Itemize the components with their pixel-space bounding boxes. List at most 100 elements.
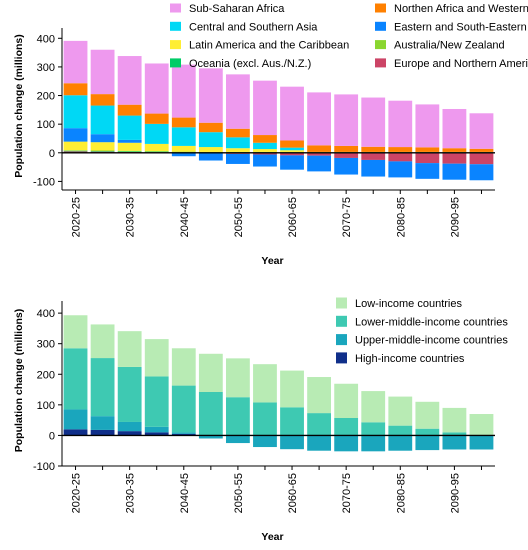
bar-upper-middle-income-countries-2065-70 (307, 435, 332, 451)
bar-low-income-countries-2030-35 (117, 331, 142, 367)
bar-lower-middle-income-countries-2030-35 (117, 366, 142, 422)
x-tick-label: 2070-75 (341, 473, 353, 513)
bar-sub-saharan-africa-2060-65 (280, 86, 304, 141)
y-tick-label: -100 (33, 461, 55, 473)
legend-label-upper-middle-income-countries: Upper-middle-income countries (355, 335, 508, 347)
bar-low-income-countries-2025-30 (90, 324, 115, 359)
bar-high-income-countries-2025-30 (90, 429, 115, 436)
bar-sub-saharan-africa-2080-85 (388, 100, 413, 148)
legend-label-oceania-excl-aus-n-z: Oceania (excl. Aus./N.Z.) (189, 58, 311, 70)
bar-lower-middle-income-countries-2035-40 (144, 376, 169, 427)
bar-latin-america-and-the-caribbean-2050-55 (225, 148, 250, 152)
legend-label-sub-saharan-africa: Sub-Saharan Africa (189, 3, 285, 15)
x-tick-label: 2080-85 (395, 197, 407, 237)
bar-northen-africa-and-western-asia-2020-25 (63, 83, 88, 96)
legend-label-central-and-southern-asia: Central and Southern Asia (189, 21, 318, 33)
bar-central-and-southern-asia-2060-65 (280, 147, 304, 151)
bar-low-income-countries-2080-85 (388, 396, 413, 426)
legend-swatch-upper-middle-income-countries (336, 334, 347, 346)
bar-low-income-countries-2070-75 (334, 383, 359, 418)
legend-label-latin-america-and-the-caribbean: Latin America and the Caribbean (189, 40, 349, 52)
bar-lower-middle-income-countries-2040-45 (171, 385, 196, 433)
bar-sub-saharan-africa-2070-75 (334, 94, 359, 146)
bar-central-and-southern-asia-2020-25 (63, 95, 88, 129)
bar-australia-new-zealand-2020-25 (63, 150, 88, 151)
bars (63, 40, 494, 181)
bar-europe-and-northern-america-2090-95 (442, 152, 467, 164)
bar-northen-africa-and-western-asia-2040-45 (171, 117, 196, 128)
legend-swatch-latin-america-and-the-caribbean (170, 40, 181, 50)
bar-latin-america-and-the-caribbean-2045-50 (198, 147, 223, 152)
bar-eastern-and-south-eastern-asia-2075-80 (361, 159, 386, 177)
bar-northen-africa-and-western-asia-2080-85 (388, 147, 413, 152)
bar-northen-africa-and-western-asia-2070-75 (334, 145, 359, 152)
bar-upper-middle-income-countries-2060-65 (280, 435, 304, 450)
bar-latin-america-and-the-caribbean-2035-40 (144, 143, 169, 152)
bar-eastern-and-south-eastern-asia-2060-65 (280, 155, 304, 170)
bar-latin-america-and-the-caribbean-2060-65 (280, 150, 304, 152)
y-tick-label: 0 (49, 430, 55, 442)
legend-label-lower-middle-income-countries: Lower-middle-income countries (355, 316, 508, 328)
bar-northen-africa-and-western-asia-2065-70 (307, 145, 332, 152)
bar-sub-saharan-africa-2090-95 (442, 108, 467, 149)
bar-eastern-and-south-eastern-asia-2080-85 (388, 161, 413, 178)
bar-upper-middle-income-countries-2050-55 (225, 435, 250, 444)
bar-central-and-southern-asia-2035-40 (144, 123, 169, 144)
bar-oceania-excl-aus-n-z-2025-30 (90, 151, 115, 152)
x-tick-label: 2020-25 (71, 197, 83, 237)
bar-latin-america-and-the-caribbean-2055-60 (253, 149, 277, 152)
y-tick-label: -100 (33, 176, 55, 188)
bar-sub-saharan-africa-2025-30 (90, 49, 115, 95)
bar-sub-saharan-africa-2040-45 (171, 64, 196, 118)
bar-low-income-countries-2090-95 (442, 407, 467, 433)
bar-europe-and-northern-america-2060-65 (280, 152, 304, 156)
legend-label-low-income-countries: Low-income countries (355, 298, 462, 310)
bar-australia-new-zealand-2035-40 (144, 151, 169, 152)
bar-eastern-and-south-eastern-asia-2025-30 (90, 134, 115, 143)
bar-latin-america-and-the-caribbean-2020-25 (63, 141, 88, 151)
bar-northen-africa-and-western-asia-2030-35 (117, 104, 142, 116)
bar-upper-middle-income-countries-2025-30 (90, 416, 115, 430)
bar-northen-africa-and-western-asia-2025-30 (90, 94, 115, 106)
legend-swatch-australia-new-zealand (375, 40, 386, 50)
x-tick-label: 2090-95 (449, 473, 461, 513)
bar-low-income-countries-2035-40 (144, 339, 169, 377)
bar-latin-america-and-the-caribbean-2025-30 (90, 142, 115, 151)
bar-europe-and-northern-america-2055-60 (253, 152, 277, 155)
bar-oceania-excl-aus-n-z-2030-35 (117, 151, 142, 152)
legend-swatch-northen-africa-and-western-asia (375, 3, 386, 13)
bar-northen-africa-and-western-asia-2035-40 (144, 113, 169, 124)
legend-swatch-low-income-countries (336, 297, 347, 309)
bar-lower-middle-income-countries-2075-80 (361, 422, 386, 436)
x-tick-label: 2080-85 (395, 473, 407, 513)
bar-australia-new-zealand-2025-30 (90, 150, 115, 152)
bar-central-and-southern-asia-2025-30 (90, 105, 115, 135)
bar-northen-africa-and-western-asia-2060-65 (280, 140, 304, 148)
bar-central-and-southern-asia-2055-60 (253, 142, 277, 150)
legend: Low-income countries Lower-middle-income … (336, 297, 508, 365)
bar-lower-middle-income-countries-2080-85 (388, 425, 413, 436)
bar-latin-america-and-the-caribbean-2030-35 (117, 142, 142, 151)
bar-upper-middle-income-countries-2045-50 (198, 435, 223, 439)
x-tick-label: 2040-45 (179, 197, 191, 237)
bar-lower-middle-income-countries-2065-70 (307, 413, 332, 436)
legend-swatch-central-and-southern-asia (170, 21, 181, 31)
legend: Sub-Saharan Africa Northen Africa and Wes… (170, 3, 528, 70)
bar-upper-middle-income-countries-2030-35 (117, 421, 142, 432)
bar-eastern-and-south-eastern-asia-2040-45 (171, 153, 196, 157)
bar-eastern-and-south-eastern-asia-2070-75 (334, 157, 359, 175)
y-tick-label: 400 (37, 33, 55, 45)
bar-oceania-excl-aus-n-z-2035-40 (144, 151, 169, 153)
x-axis-title: Year (261, 531, 283, 543)
legend-label-europe-and-northern-america: Europe and Northern America (394, 58, 528, 70)
x-tick-label: 2020-25 (71, 473, 83, 513)
x-tick-label: 2050-55 (233, 473, 245, 513)
bar-australia-new-zealand-2040-45 (171, 151, 196, 153)
bar-low-income-countries-2060-65 (280, 370, 304, 408)
bar-upper-middle-income-countries-2020-25 (63, 409, 88, 430)
bar-lower-middle-income-countries-2090-95 (442, 432, 467, 436)
bar-sub-saharan-africa-2050-55 (225, 74, 250, 129)
y-axis-title: Population change (millions) (13, 309, 25, 453)
bar-sub-saharan-africa-2035-40 (144, 63, 169, 114)
